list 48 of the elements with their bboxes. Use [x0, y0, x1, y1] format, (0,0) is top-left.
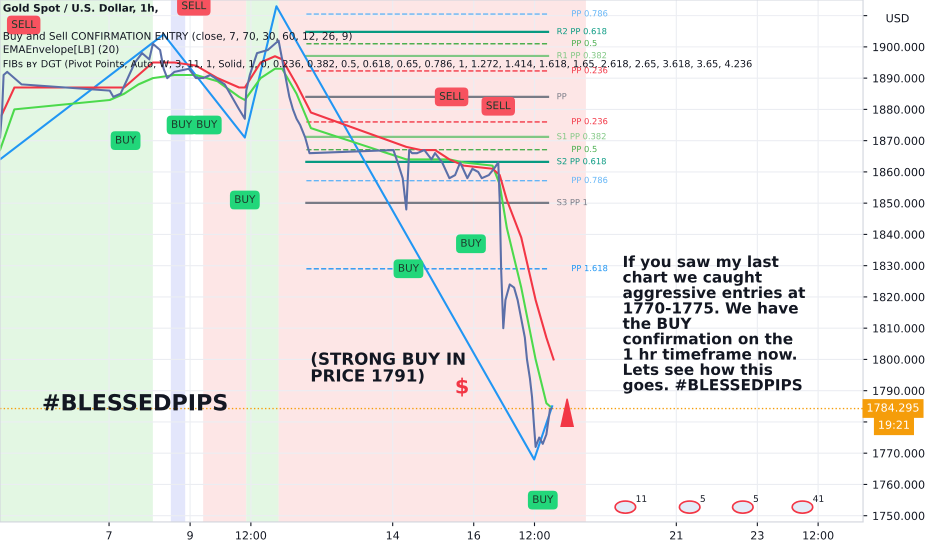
x-tick-label: 23 [751, 531, 764, 540]
y-tick-label: 1880.000 [873, 105, 924, 114]
ref-line-label: PP 0.5 [572, 40, 597, 46]
ref-line-label: PP [557, 93, 566, 100]
text: USD [886, 14, 909, 22]
ref-line-label: PP 0.5 [572, 146, 597, 152]
y-tick-label: 1800.000 [873, 355, 924, 364]
x-tick-label: 12:00 [803, 531, 834, 540]
annotation: 11 [636, 495, 646, 502]
y-tick-label: 1850.000 [873, 199, 924, 208]
y-tick-label: 1890.000 [873, 74, 924, 83]
ref-line-label: S2 PP 0.618 [557, 158, 606, 164]
y-tick-label: 1840.000 [873, 230, 924, 239]
x-tick-label: 7 [106, 531, 112, 540]
y-tick-label: 1860.000 [873, 168, 924, 176]
y-tick-label: 1810.000 [873, 324, 924, 333]
x-tick-label: 9 [187, 531, 193, 540]
ref-line-label: PP 0.786 [572, 10, 608, 16]
annotation: 5 [754, 495, 758, 502]
y-tick-label: 1760.000 [873, 480, 924, 489]
ref-line-label: R2 PP 0.618 [557, 28, 606, 34]
y-tick-label: 1820.000 [873, 292, 924, 302]
y-tick-label: 1900.000 [873, 42, 924, 52]
y-tick-label: 1770.000 [873, 449, 924, 458]
ref-line-label: S1 PP 0.382 [557, 133, 606, 140]
ref-line-label: R1 PP 0.382 [557, 52, 606, 58]
ref-line-label: PP 0.236 [572, 118, 608, 124]
ref-line-label: S3 PP 1 [557, 198, 588, 206]
annotation: #BLESSEDPIPS [43, 394, 227, 411]
annotation: 5 [700, 495, 705, 502]
ref-line-label: PP 0.236 [572, 67, 608, 74]
x-tick-label: 14 [386, 531, 400, 540]
x-tick-label: 16 [468, 531, 480, 540]
y-tick-label: 1870.000 [873, 136, 924, 146]
x-tick-label: 12:00 [236, 531, 266, 540]
text: If you saw my last chart we caught aggressive entries at 1770-1775. We have the BUY confirmation on the 1 hr timeframe now. Lets see how this goes. #BLESSEDPIPS [622, 255, 806, 394]
text: 19:21 [879, 420, 909, 429]
ref-line-label: PP 1.618 [572, 264, 608, 272]
annotation: EMAEnvelope[LB] (20) [4, 45, 118, 56]
annotation: 41 [813, 495, 824, 502]
y-tick-label: 1750.000 [873, 512, 924, 520]
y-tick-label: 1830.000 [873, 262, 924, 270]
x-tick-label: 21 [670, 531, 682, 540]
chart-title: Gold Spot / U.S. Dollar, 1h, [3, 4, 158, 14]
ref-line-label: PP 0.786 [572, 176, 608, 184]
y-tick-label: 1790.000 [873, 386, 924, 396]
x-tick-label: 12:00 [520, 531, 550, 540]
ref-line-label: 1784.295 [868, 403, 919, 412]
